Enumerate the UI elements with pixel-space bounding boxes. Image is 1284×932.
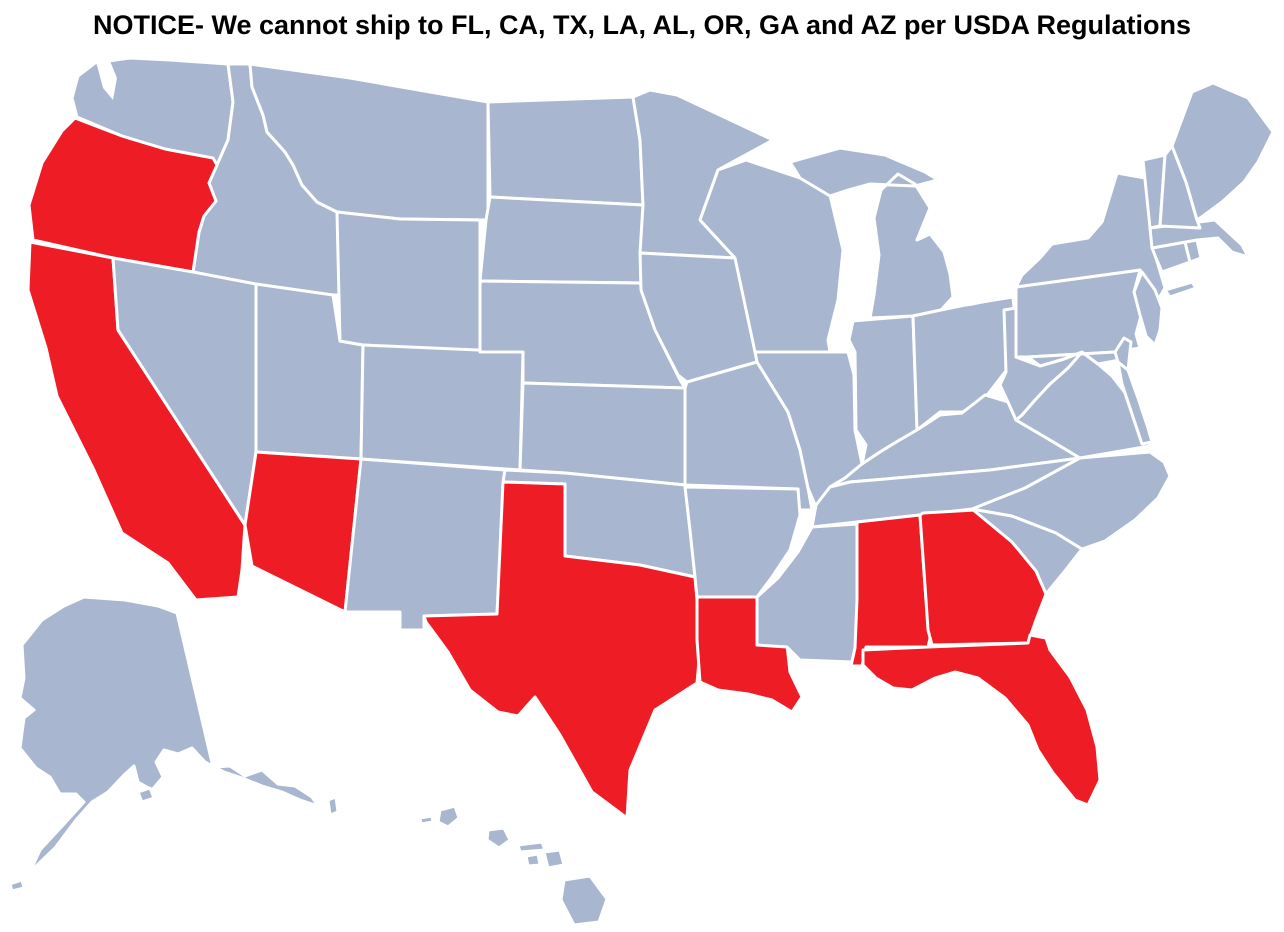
state-florida bbox=[861, 633, 1102, 807]
state-wyoming bbox=[335, 210, 482, 354]
states-group bbox=[8, 56, 1275, 927]
lake-erie-water bbox=[948, 284, 1016, 308]
state-oregon bbox=[27, 116, 219, 274]
state-hawaii bbox=[326, 795, 609, 927]
state-delaware bbox=[1113, 336, 1133, 372]
state-wisconsin bbox=[698, 158, 845, 354]
state-maine bbox=[1170, 81, 1275, 222]
state-massachusetts bbox=[1148, 218, 1250, 259]
state-alaska bbox=[8, 595, 320, 893]
state-texas bbox=[422, 480, 702, 820]
state-new-jersey bbox=[1132, 270, 1164, 347]
puget-sound-water bbox=[95, 56, 117, 100]
state-arizona bbox=[243, 450, 363, 614]
state-new-mexico bbox=[343, 457, 507, 632]
state-kansas bbox=[518, 381, 687, 487]
state-michigan bbox=[788, 146, 955, 320]
notice-banner: NOTICE- We cannot ship to FL, CA, TX, LA… bbox=[92, 10, 1191, 40]
state-south-dakota bbox=[478, 195, 652, 285]
state-montana bbox=[248, 62, 490, 222]
state-north-carolina bbox=[970, 450, 1172, 551]
state-arkansas bbox=[683, 485, 802, 599]
state-alabama bbox=[849, 513, 934, 668]
state-north-dakota bbox=[486, 95, 645, 207]
state-colorado bbox=[359, 343, 525, 472]
